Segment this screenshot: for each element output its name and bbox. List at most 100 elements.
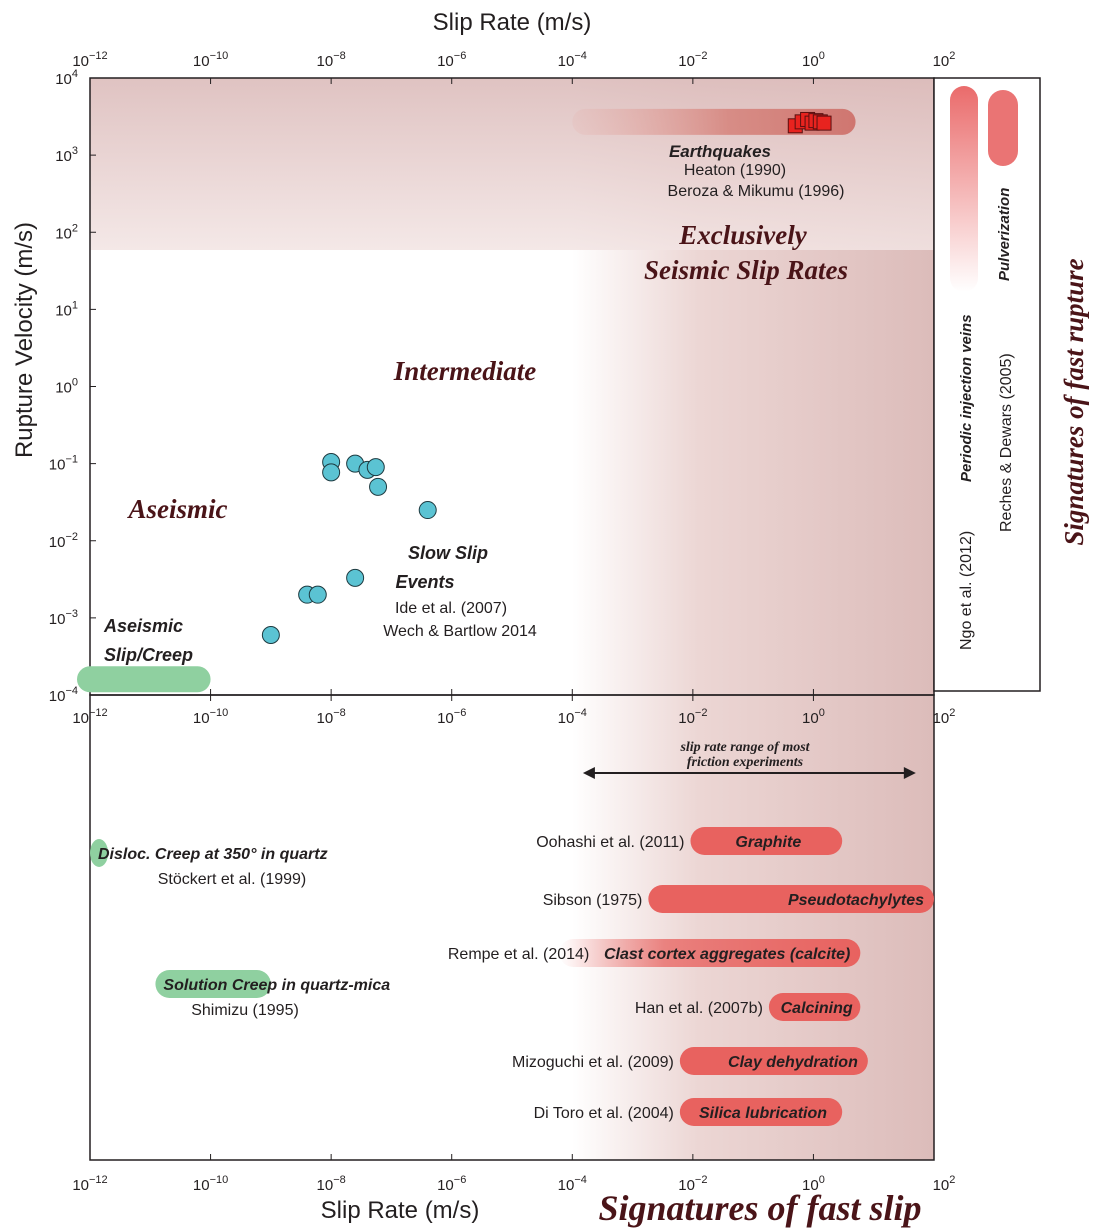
slow-slip-point (308, 585, 327, 604)
slip-bar-ref: Mizoguchi et al. (2009) (512, 1054, 674, 1071)
mid-x-tick-label: 102 (933, 707, 956, 727)
top-x-tick-label: 10−6 (437, 50, 466, 70)
pulverization-label: Pulverization (996, 188, 1013, 281)
region-aseismic: Aseismic (127, 494, 228, 524)
periodic-veins-label: Periodic injection veins (958, 314, 975, 482)
mid-x-tick-label: 10−12 (72, 707, 107, 727)
top-x-axis-title: Slip Rate (m/s) (433, 9, 592, 36)
slip-bar-label: Solution Creep in quartz-mica (163, 977, 390, 994)
slip-bar-label: Pseudotachylytes (788, 892, 924, 909)
slip-bar (679, 1098, 843, 1126)
slip-bar-label: Clay dehydration (728, 1054, 858, 1071)
friction-range-arrowhead-left (582, 767, 595, 779)
periodic-veins-bar (950, 86, 978, 292)
bottom-x-tick-label: 10−10 (193, 1174, 228, 1194)
earthquakes-ref-1: Heaton (1990) (684, 162, 786, 179)
y-tick-label: 102 (55, 222, 78, 242)
friction-range-label-1: slip rate range of most (679, 740, 810, 755)
friction-range-label-2: friction experiments (687, 755, 804, 770)
earthquake-range-bar (572, 108, 856, 135)
bottom-x-tick-label: 100 (802, 1174, 825, 1194)
y-tick-label: 101 (55, 299, 78, 319)
slow-slip-label-1: Slow Slip (408, 543, 488, 563)
slip-bar-label: Graphite (735, 834, 801, 851)
y-tick-label: 10−1 (49, 454, 78, 474)
top-x-tick-label: 102 (933, 50, 956, 70)
slow-slip-ref-1: Ide et al. (2007) (395, 600, 507, 617)
bottom-x-axis-title: Slip Rate (m/s) (321, 1197, 480, 1224)
slip-bar-ref: Han et al. (2007b) (635, 1000, 763, 1017)
bottom-x-tick-label: 10−4 (558, 1174, 587, 1194)
side-panel-frame (933, 77, 1041, 692)
mid-x-tick-label: 10−4 (558, 707, 587, 727)
mid-x-tick-label: 10−2 (678, 707, 707, 727)
slow-slip-point (261, 625, 280, 644)
slip-bar-ref: Stöckert et al. (1999) (158, 871, 307, 888)
slip-bar (768, 993, 861, 1021)
region-intermediate: Intermediate (393, 356, 537, 386)
slow-slip-points (261, 452, 437, 644)
bottom-x-tick-label: 102 (933, 1174, 956, 1194)
top-x-tick-label: 10−4 (558, 50, 587, 70)
slow-slip-point (418, 501, 437, 520)
slip-bar-label: Disloc. Creep at 350° in quartz (98, 846, 328, 863)
slip-bar-ref: Sibson (1975) (543, 892, 643, 909)
bottom-x-tick-label: 10−6 (437, 1174, 466, 1194)
slow-slip-point (322, 463, 341, 482)
slip-bar-label: Calcining (781, 1000, 853, 1017)
slip-bar-label: Clast cortex aggregates (calcite) (604, 946, 850, 963)
mid-x-tick-label: 10−8 (317, 707, 346, 727)
y-axis-title: Rupture Velocity (m/s) (11, 222, 38, 458)
slip-bar (679, 1047, 868, 1075)
slip-bar (155, 970, 271, 998)
y-tick-label: 10−2 (49, 531, 78, 551)
region-seismic-line1: Exclusively (678, 220, 807, 250)
slip-bar (559, 939, 861, 967)
top-x-tick-label: 100 (802, 50, 825, 70)
aseismic-creep-label-2: Slip/Creep (104, 645, 193, 665)
top-x-tick-label: 10−2 (678, 50, 707, 70)
slip-bar-ref: Shimizu (1995) (191, 1002, 299, 1019)
aseismic-creep-label-1: Aseismic (103, 616, 183, 636)
slow-slip-ref-2: Wech & Bartlow 2014 (383, 623, 537, 640)
y-tick-label: 104 (55, 68, 78, 88)
bottom-x-tick-label: 10−8 (317, 1174, 346, 1194)
bottom-x-tick-label: 10−2 (678, 1174, 707, 1194)
earthquakes-label: Earthquakes (669, 142, 771, 161)
region-seismic-line2: Seismic Slip Rates (644, 255, 848, 285)
pulverization-bar (988, 90, 1018, 166)
slow-slip-point (369, 477, 388, 496)
slow-slip-point (346, 568, 365, 587)
aseismic-creep-bar (77, 666, 211, 693)
y-tick-label: 103 (55, 145, 78, 165)
ngo-ref: Ngo et al. (2012) (958, 531, 975, 650)
bottom-plot-frame (89, 694, 935, 1161)
slip-bar (690, 827, 843, 855)
slip-bar-label: Silica lubrication (699, 1105, 827, 1122)
seismic-velocity-shade (90, 78, 934, 250)
slip-bar (90, 839, 109, 867)
slow-slip-point (366, 458, 385, 477)
friction-range-arrowhead-right (903, 767, 916, 779)
mid-x-tick-label: 100 (802, 707, 825, 727)
bottom-x-tick-label: 10−12 (72, 1174, 107, 1194)
top-x-tick-label: 10−12 (72, 50, 107, 70)
mid-x-tick-label: 10−10 (193, 707, 228, 727)
y-tick-label: 10−3 (49, 608, 78, 628)
slip-bar-ref: Rempe et al. (2014) (448, 946, 589, 963)
y-tick-label: 10−4 (49, 685, 78, 705)
tick-layer: 10−12 10−12 10−12 10−10 10−10 10−10 10−8 10−8 10… (49, 50, 956, 1194)
earthquake-point (816, 115, 832, 131)
side-panel-title: Signatures of fast rupture (1059, 258, 1089, 545)
bottom-panel-title: Signatures of fast slip (598, 1188, 921, 1228)
slip-bar-ref: Di Toro et al. (2004) (534, 1105, 674, 1122)
top-x-tick-label: 10−8 (317, 50, 346, 70)
slip-bar-ref: Oohashi et al. (2011) (536, 834, 684, 851)
y-tick-label: 100 (55, 377, 78, 397)
slip-signature-bars: Graphite Oohashi et al. (2011) Pseudotachy… (90, 827, 934, 1126)
slow-slip-label-2: Events (395, 572, 454, 592)
mid-x-tick-label: 10−6 (437, 707, 466, 727)
earthquakes-ref-2: Beroza & Mikumu (1996) (668, 183, 845, 200)
slip-bar (648, 885, 934, 913)
